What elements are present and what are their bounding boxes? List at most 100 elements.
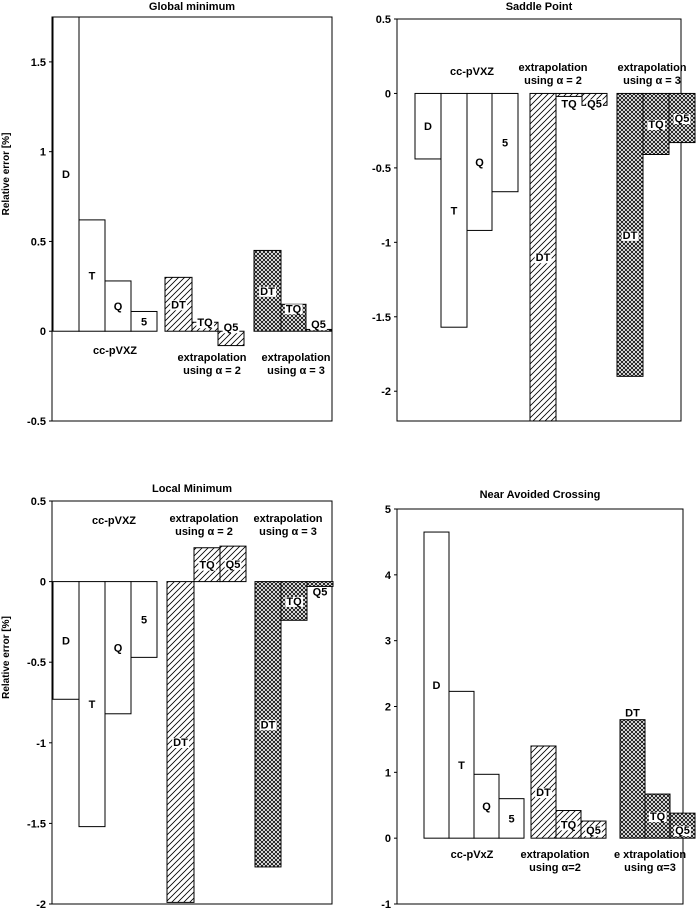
bar: [52, 581, 80, 700]
chart-title: Local Minimum: [152, 483, 232, 495]
bar-label: Q5: [313, 587, 328, 599]
chart-title: Global minimum: [149, 1, 235, 13]
group-label: cc-pVxZ: [451, 849, 494, 861]
group-label: e xtrapolation: [614, 849, 686, 861]
y-tick-label: -1.5: [27, 818, 46, 830]
group-label: using α = 2: [175, 526, 233, 538]
bar-label-background: [586, 99, 603, 110]
bar-label-background: [224, 559, 242, 570]
y-tick-label: -1: [36, 738, 46, 750]
bar: [130, 310, 158, 332]
bar-label: TQ: [648, 119, 664, 131]
group-label: using α = 2: [524, 75, 582, 87]
bar-label: Q5: [587, 98, 602, 110]
bar-label: D: [62, 635, 70, 647]
bar-label: DT: [625, 708, 640, 720]
bar-label-background: [311, 587, 329, 598]
chart-global-minimum: Global minimum -0.5 0 0.5 1 1.5 Relative error…: [1, 1, 333, 428]
group-label: cc-pVXZ: [93, 345, 137, 357]
y-tick-label: 3: [385, 636, 391, 648]
group-label: using α = 3: [623, 75, 681, 87]
bar-label: Q: [114, 643, 123, 655]
bar: [619, 719, 646, 839]
bar: [440, 92, 468, 328]
bar-label: 5: [508, 813, 514, 825]
group-label: extrapolation: [518, 62, 587, 74]
group-label: using α = 2: [183, 365, 241, 377]
y-tick-label: 2: [385, 702, 391, 714]
y-tick-label: 0.5: [31, 496, 46, 508]
bar-label-background: [624, 708, 642, 719]
y-tick-label: 5: [385, 504, 391, 516]
bar-label-background: [585, 826, 602, 837]
bar-label: T: [451, 205, 458, 217]
bar-label-background: [310, 320, 327, 331]
group-label: using α=3: [624, 862, 676, 874]
bar-label: Q5: [224, 322, 239, 334]
y-tick-label: -1: [381, 899, 391, 909]
group-label: extrapolation: [177, 352, 246, 364]
y-tick-label: -0.5: [27, 657, 46, 669]
bar-label: DT: [261, 719, 276, 731]
chart-title: Saddle Point: [506, 1, 573, 13]
chart-title: Near Avoided Crossing: [480, 489, 601, 501]
group-label: using α = 3: [267, 365, 325, 377]
bar: [414, 92, 442, 160]
bar-label-background: [284, 304, 303, 315]
bar-label: 5: [502, 138, 508, 150]
bar-label: DT: [623, 230, 638, 242]
group-label: using α=2: [529, 862, 581, 874]
y-tick-label: -1: [381, 237, 391, 249]
bar-label-background: [674, 826, 691, 837]
y-tick-label: -0.5: [372, 163, 391, 175]
bar-label-background: [222, 323, 240, 334]
bar-label: TQ: [199, 560, 215, 572]
bar: [423, 531, 450, 839]
bar-label: D: [424, 121, 432, 133]
bar-label: D: [62, 169, 70, 181]
y-tick-label: 4: [385, 570, 392, 582]
bar: [498, 798, 525, 839]
y-tick-label: 1: [385, 767, 391, 779]
y-axis-label: Relative error [%]: [1, 133, 12, 216]
y-tick-label: 0: [40, 326, 46, 338]
bar-label-background: [559, 820, 578, 831]
bar-label: Q: [475, 157, 484, 169]
bar-label: TQ: [561, 98, 577, 110]
y-axis-label: Relative error [%]: [1, 616, 12, 699]
bar: [78, 219, 106, 332]
bar-label: TQ: [561, 819, 577, 831]
bar-label-background: [170, 300, 188, 311]
group-label: cc-pVXZ: [450, 66, 494, 78]
bar-label-background: [648, 812, 667, 823]
y-tick-label: 0: [40, 577, 46, 589]
bar-label-background: [673, 114, 691, 125]
bar-label: TQ: [286, 596, 302, 608]
bar-label: T: [89, 271, 96, 283]
bar-label: TQ: [650, 811, 666, 823]
y-tick-label: 0: [385, 833, 391, 845]
group-label: using α = 3: [259, 526, 317, 538]
bar-label: DT: [260, 286, 275, 298]
bar-label: Q5: [226, 559, 241, 571]
bar-label: DT: [536, 787, 551, 799]
y-tick-label: 1: [40, 147, 46, 159]
bar: [130, 581, 158, 658]
bar-label: Q5: [675, 113, 690, 125]
chart-near-avoided-crossing: Near Avoided Crossing -1 0 1 2 3 4 5 DT Q5 cc-pVxZ…: [381, 489, 696, 911]
bar-label: TQ: [197, 317, 213, 329]
y-tick-label: 0.5: [31, 236, 46, 248]
bar-label: TQ: [286, 303, 302, 315]
bar-label: Q5: [586, 825, 601, 837]
group-label: extrapolation: [617, 62, 686, 74]
bar-label: 5: [141, 316, 147, 328]
y-tick-label: -2: [381, 386, 391, 398]
bar-label-background: [560, 99, 579, 110]
bar-label-background: [647, 119, 666, 130]
bar-label: DT: [536, 252, 551, 264]
group-label: extrapolation: [253, 513, 322, 525]
bar: [104, 280, 132, 332]
bar-label-background: [172, 737, 190, 748]
bar-label: DT: [171, 299, 186, 311]
bar: [52, 16, 80, 332]
